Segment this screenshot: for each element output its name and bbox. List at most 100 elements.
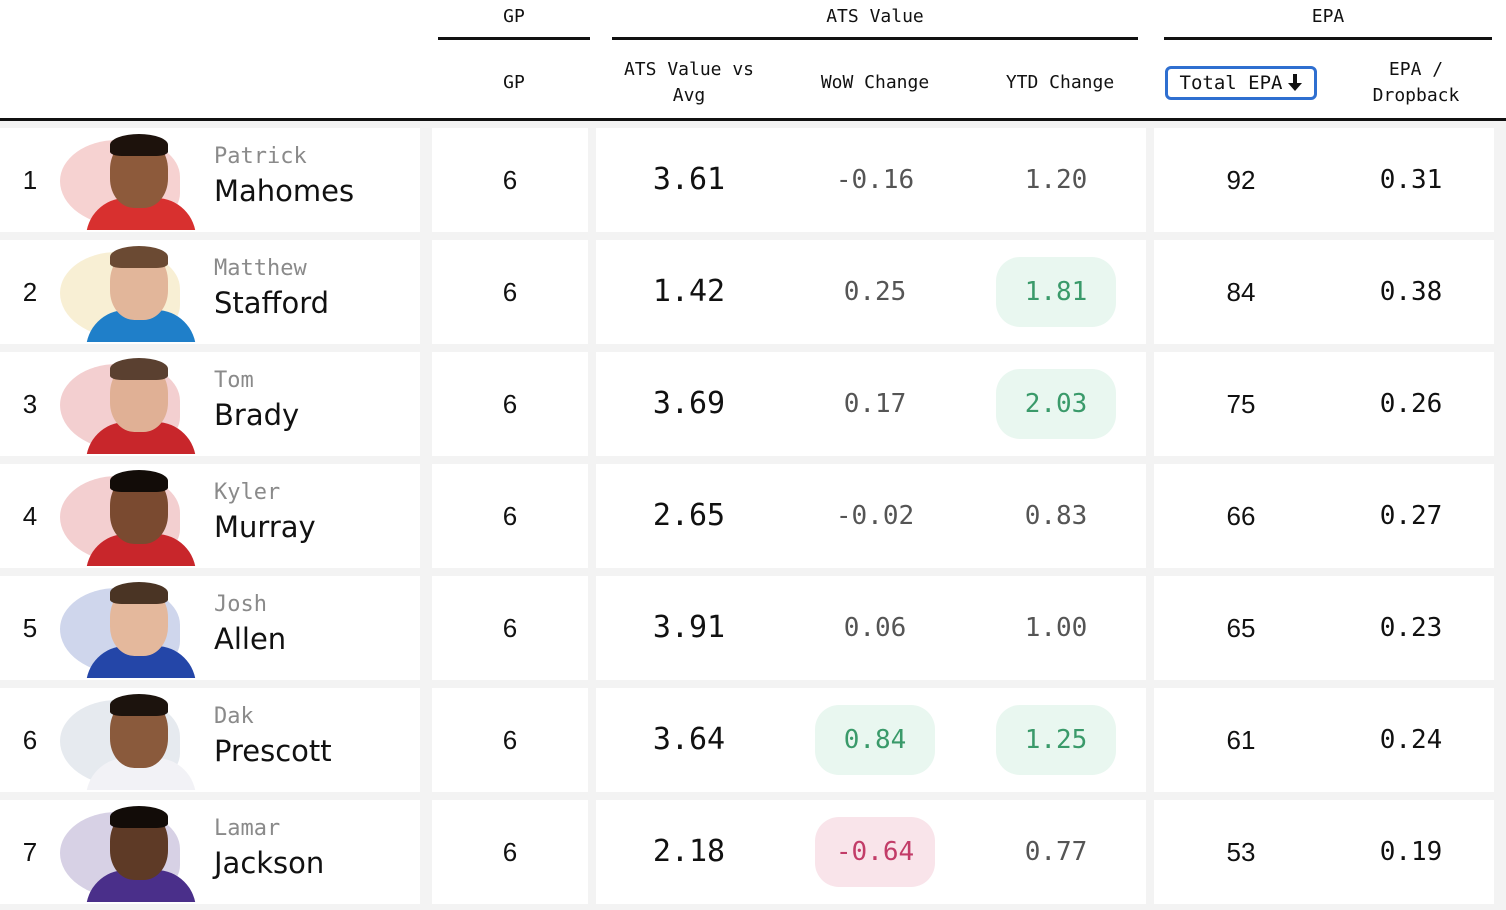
hair-shape xyxy=(110,694,168,716)
ats-cell-group: 2.65 -0.02 0.83 xyxy=(596,464,1146,568)
ats-value: 3.69 xyxy=(652,386,726,421)
column-header-ats-vs-avg[interactable]: ATS Value vs Avg xyxy=(612,48,766,118)
player-first-name: Josh xyxy=(214,592,267,617)
total-epa-value: 75 xyxy=(1226,389,1256,419)
player-cell: 5 Josh Allen xyxy=(0,576,420,680)
epa-dropback-value: 0.24 xyxy=(1379,725,1443,755)
epa-cell-group: 65 0.23 xyxy=(1154,576,1494,680)
group-header-ats-label: ATS Value xyxy=(826,6,924,27)
ats-cell-group: 3.64 0.84 1.25 xyxy=(596,688,1146,792)
rank-number: 7 xyxy=(22,836,38,867)
ats-cell-group: 2.18 -0.64 0.77 xyxy=(596,800,1146,904)
ats-cell-group: 3.61 -0.16 1.20 xyxy=(596,128,1146,232)
gp-value: 6 xyxy=(502,836,518,867)
table-row[interactable]: 2 Matthew Stafford 6 1.42 0.25 1.81 84 0… xyxy=(0,240,1506,344)
player-name[interactable]: Tom Brady xyxy=(214,366,299,434)
player-name[interactable]: Dak Prescott xyxy=(214,702,332,770)
player-first-name: Lamar xyxy=(214,816,281,841)
gp-cell: 6 xyxy=(432,576,588,680)
player-cell: 4 Kyler Murray xyxy=(0,464,420,568)
gp-cell: 6 xyxy=(432,128,588,232)
player-name[interactable]: Josh Allen xyxy=(214,590,286,658)
group-header-epa-label: EPA xyxy=(1311,6,1345,27)
ats-value: 3.61 xyxy=(652,162,726,197)
group-header-gp-label: GP xyxy=(503,6,525,27)
epa-dropback-value: 0.19 xyxy=(1379,837,1443,867)
wow-change-value: 0.25 xyxy=(843,277,907,307)
column-header-total-epa[interactable]: Total EPA xyxy=(1158,48,1324,118)
player-last-name: Prescott xyxy=(214,734,332,768)
group-header-ats: ATS Value xyxy=(612,0,1138,40)
column-header-total-epa-label: Total EPA xyxy=(1179,72,1283,94)
gp-value: 6 xyxy=(502,612,518,643)
table-row[interactable]: 3 Tom Brady 6 3.69 0.17 2.03 75 0.26 xyxy=(0,352,1506,456)
table-row[interactable]: 7 Lamar Jackson 6 2.18 -0.64 0.77 53 0.1… xyxy=(0,800,1506,904)
hair-shape xyxy=(110,358,168,380)
player-name[interactable]: Kyler Murray xyxy=(214,478,316,546)
ats-value: 2.65 xyxy=(652,498,726,533)
epa-dropback-value: 0.26 xyxy=(1379,389,1443,419)
column-header-gp-label: GP xyxy=(503,72,525,93)
player-photo xyxy=(60,690,206,790)
ytd-change-value: 1.81 xyxy=(996,257,1116,327)
gp-value: 6 xyxy=(502,500,518,531)
ats-value: 3.64 xyxy=(652,722,726,757)
epa-cell-group: 92 0.31 xyxy=(1154,128,1494,232)
epa-dropback-value: 0.38 xyxy=(1379,277,1443,307)
player-photo xyxy=(60,802,206,902)
total-epa-value: 53 xyxy=(1226,837,1256,867)
hair-shape xyxy=(110,806,168,828)
group-header-gp: GP xyxy=(438,0,590,40)
epa-cell-group: 53 0.19 xyxy=(1154,800,1494,904)
column-header-gp[interactable]: GP xyxy=(438,48,590,118)
sort-button-total-epa[interactable]: Total EPA xyxy=(1164,66,1318,100)
wow-change-value: -0.64 xyxy=(815,817,935,887)
player-first-name: Patrick xyxy=(214,144,307,169)
table-row[interactable]: 1 Patrick Mahomes 6 3.61 -0.16 1.20 92 0… xyxy=(0,128,1506,232)
total-epa-value: 65 xyxy=(1226,613,1256,643)
player-first-name: Dak xyxy=(214,704,254,729)
player-first-name: Kyler xyxy=(214,480,281,505)
ats-value: 2.18 xyxy=(652,834,726,869)
table-row[interactable]: 4 Kyler Murray 6 2.65 -0.02 0.83 66 0.27 xyxy=(0,464,1506,568)
ats-value: 3.91 xyxy=(652,610,726,645)
player-photo xyxy=(60,242,206,342)
epa-dropback-value: 0.27 xyxy=(1379,501,1443,531)
player-last-name: Jackson xyxy=(214,846,325,880)
ytd-change-value: 2.03 xyxy=(996,369,1116,439)
gp-cell: 6 xyxy=(432,800,588,904)
player-cell: 2 Matthew Stafford xyxy=(0,240,420,344)
total-epa-value: 92 xyxy=(1226,165,1256,195)
player-cell: 3 Tom Brady xyxy=(0,352,420,456)
player-last-name: Allen xyxy=(214,622,287,656)
column-header-epa-dropback[interactable]: EPA / Dropback xyxy=(1346,48,1486,118)
hair-shape xyxy=(110,246,168,268)
column-header-epa-dropback-label: EPA / Dropback xyxy=(1372,59,1460,106)
table-row[interactable]: 6 Dak Prescott 6 3.64 0.84 1.25 61 0.24 xyxy=(0,688,1506,792)
ytd-change-value: 1.25 xyxy=(996,705,1116,775)
wow-change-value: -0.02 xyxy=(835,501,915,531)
gp-cell: 6 xyxy=(432,464,588,568)
ytd-change-value: 0.77 xyxy=(1024,837,1088,867)
hair-shape xyxy=(110,470,168,492)
epa-cell-group: 66 0.27 xyxy=(1154,464,1494,568)
player-first-name: Tom xyxy=(214,368,254,393)
total-epa-value: 84 xyxy=(1226,277,1256,307)
epa-cell-group: 75 0.26 xyxy=(1154,352,1494,456)
gp-cell: 6 xyxy=(432,240,588,344)
wow-change-value: 0.17 xyxy=(843,389,907,419)
player-name[interactable]: Matthew Stafford xyxy=(214,254,329,322)
column-header-wow-change[interactable]: WoW Change xyxy=(790,48,960,118)
column-header-ytd-change[interactable]: YTD Change xyxy=(980,48,1140,118)
table-row[interactable]: 5 Josh Allen 6 3.91 0.06 1.00 65 0.23 xyxy=(0,576,1506,680)
rank-number: 3 xyxy=(22,388,38,419)
player-photo xyxy=(60,130,206,230)
player-name[interactable]: Lamar Jackson xyxy=(214,814,324,882)
header-divider xyxy=(0,118,1506,121)
player-photo xyxy=(60,354,206,454)
group-header-ats-rule xyxy=(612,37,1138,40)
player-name[interactable]: Patrick Mahomes xyxy=(214,142,354,210)
wow-change-value: 0.06 xyxy=(843,613,907,643)
ytd-change-value: 0.83 xyxy=(1024,501,1088,531)
rank-number: 4 xyxy=(22,500,38,531)
